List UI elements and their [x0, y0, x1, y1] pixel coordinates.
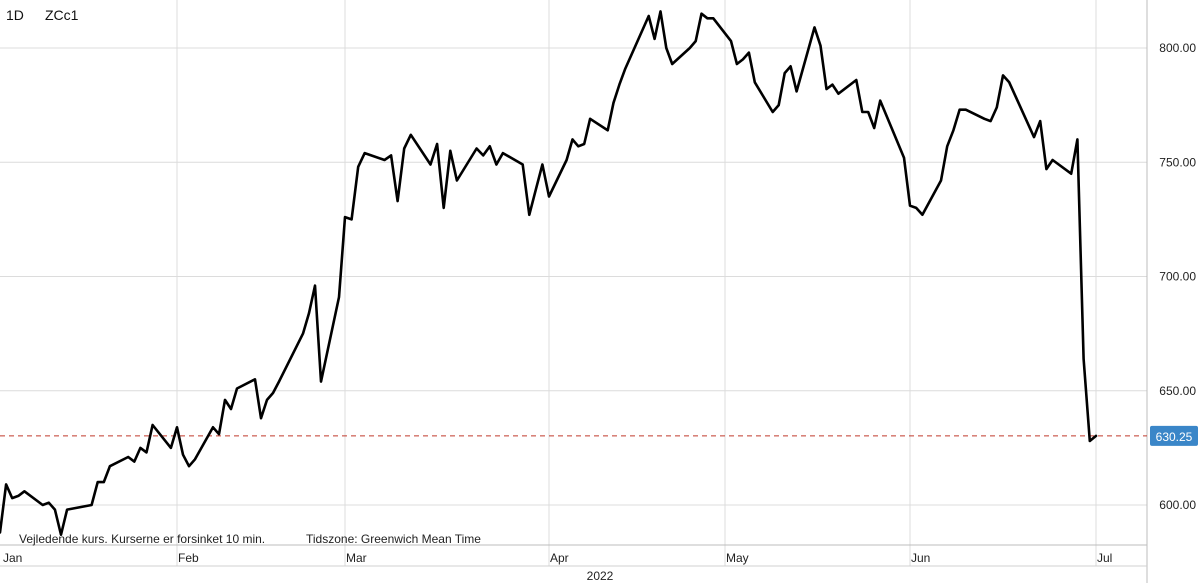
y-tick-label: 650.00: [1159, 384, 1196, 398]
last-price-label: 630.25: [1156, 430, 1193, 444]
timezone-text: Tidszone: Greenwich Mean Time: [306, 532, 481, 546]
month-label: Jul: [1097, 551, 1112, 565]
axis-labels: 600.00 650.00 700.00 750.00 800.00 Jan Feb Mar A…: [3, 41, 1196, 583]
grid-layer: [0, 0, 1147, 566]
axis-frame: [0, 0, 1148, 583]
y-tick-label: 700.00: [1159, 270, 1196, 284]
month-label: Apr: [550, 551, 569, 565]
month-label: Mar: [346, 551, 367, 565]
series-layer: [0, 10, 1098, 537]
disclaimer-text: Vejledende kurs. Kurserne er forsinket 1…: [19, 532, 265, 546]
month-label: May: [726, 551, 749, 565]
y-tick-label: 600.00: [1159, 498, 1196, 512]
y-tick-label: 750.00: [1159, 155, 1196, 169]
month-label: Jun: [911, 551, 930, 565]
interval-label[interactable]: 1D: [6, 7, 24, 23]
symbol-label[interactable]: ZCc1: [45, 7, 79, 23]
month-label: Feb: [178, 551, 199, 565]
last-price-layer: 630.25: [0, 425, 1198, 446]
price-line[interactable]: [0, 10, 1098, 537]
month-label: Jan: [3, 551, 22, 565]
last-price-badge: [1150, 425, 1198, 446]
y-tick-label: 800.00: [1159, 41, 1196, 55]
year-label: 2022: [587, 569, 614, 583]
